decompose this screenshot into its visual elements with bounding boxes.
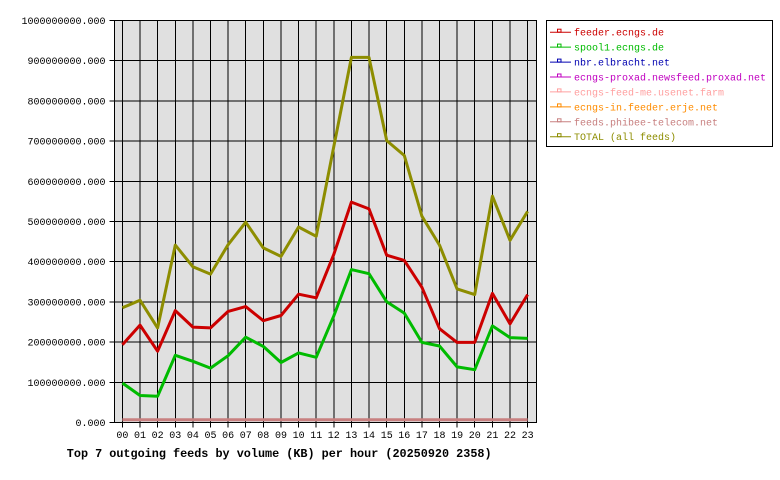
svg-text:ecngs-feed-me.usenet.farm: ecngs-feed-me.usenet.farm xyxy=(574,87,724,99)
svg-text:09: 09 xyxy=(275,431,287,442)
svg-text:500000000.000: 500000000.000 xyxy=(27,218,105,229)
svg-text:feeder.ecngs.de: feeder.ecngs.de xyxy=(574,28,664,40)
svg-text:nbr.elbracht.net: nbr.elbracht.net xyxy=(574,58,670,70)
svg-text:03: 03 xyxy=(169,431,181,442)
svg-text:spool1.ecngs.de: spool1.ecngs.de xyxy=(574,43,664,55)
svg-text:800000000.000: 800000000.000 xyxy=(27,97,105,108)
svg-text:15: 15 xyxy=(381,431,393,442)
svg-text:900000000.000: 900000000.000 xyxy=(27,57,105,68)
svg-text:00: 00 xyxy=(116,431,128,442)
svg-text:600000000.000: 600000000.000 xyxy=(27,178,105,189)
svg-text:14: 14 xyxy=(363,431,375,442)
svg-text:20: 20 xyxy=(469,431,481,442)
svg-text:22: 22 xyxy=(504,431,516,442)
svg-text:04: 04 xyxy=(187,431,199,442)
svg-text:Top 7 outgoing feeds by volume: Top 7 outgoing feeds by volume (KB) per … xyxy=(67,447,492,461)
svg-text:400000000.000: 400000000.000 xyxy=(27,258,105,269)
svg-text:300000000.000: 300000000.000 xyxy=(27,298,105,309)
svg-text:18: 18 xyxy=(433,431,445,442)
svg-text:200000000.000: 200000000.000 xyxy=(27,339,105,350)
svg-text:19: 19 xyxy=(451,431,463,442)
svg-text:16: 16 xyxy=(398,431,410,442)
svg-text:06: 06 xyxy=(222,431,234,442)
svg-text:08: 08 xyxy=(257,431,269,442)
svg-text:17: 17 xyxy=(416,431,428,442)
svg-text:100000000.000: 100000000.000 xyxy=(27,379,105,390)
svg-text:ecngs-proxad.newsfeed.proxad.n: ecngs-proxad.newsfeed.proxad.net xyxy=(574,73,766,85)
svg-text:11: 11 xyxy=(310,431,322,442)
svg-text:ecngs-in.feeder.erje.net: ecngs-in.feeder.erje.net xyxy=(574,102,718,114)
svg-text:12: 12 xyxy=(328,431,340,442)
svg-text:0.000: 0.000 xyxy=(75,419,105,430)
svg-text:23: 23 xyxy=(522,431,534,442)
svg-text:07: 07 xyxy=(240,431,252,442)
svg-text:21: 21 xyxy=(486,431,498,442)
svg-text:10: 10 xyxy=(293,431,305,442)
svg-text:02: 02 xyxy=(152,431,164,442)
svg-text:13: 13 xyxy=(345,431,357,442)
svg-text:05: 05 xyxy=(204,431,216,442)
svg-text:feeds.phibee-telecom.net: feeds.phibee-telecom.net xyxy=(574,117,718,129)
svg-text:TOTAL (all feeds): TOTAL (all feeds) xyxy=(574,132,676,144)
svg-text:1000000000.000: 1000000000.000 xyxy=(21,17,105,28)
svg-text:01: 01 xyxy=(134,431,146,442)
svg-text:700000000.000: 700000000.000 xyxy=(27,138,105,149)
